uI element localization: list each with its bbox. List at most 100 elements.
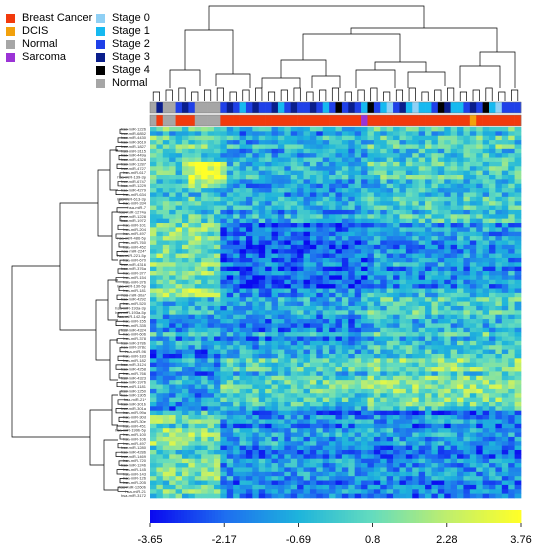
- heatmap-cell: [341, 327, 349, 333]
- heatmap-cell: [412, 375, 420, 381]
- heatmap-cell: [329, 279, 336, 285]
- heatmap-cell: [444, 140, 451, 145]
- heatmap-cell: [412, 367, 420, 372]
- heatmap-cell: [335, 380, 343, 385]
- heatmap-cell: [265, 175, 272, 180]
- heatmap-cell: [226, 214, 234, 220]
- heatmap-cell: [489, 209, 496, 215]
- heatmap-cell: [514, 271, 522, 276]
- heatmap-cell: [367, 406, 375, 412]
- heatmap-cell: [322, 380, 330, 385]
- heatmap-cell: [169, 458, 176, 464]
- heatmap-cell: [476, 436, 483, 442]
- heatmap-cell: [162, 340, 170, 346]
- heatmap-cell: [393, 266, 400, 272]
- stage-annotation-bar: [149, 101, 522, 114]
- heatmap-cell: [482, 257, 490, 263]
- heatmap-cell: [226, 297, 234, 302]
- heatmap-cell: [150, 271, 157, 276]
- heatmap-cell: [297, 423, 304, 429]
- heatmap-cell: [290, 231, 298, 237]
- heatmap-cell: [290, 249, 298, 254]
- heatmap-cell: [514, 336, 522, 342]
- heatmap-cell: [348, 227, 356, 233]
- heatmap-cell: [265, 388, 272, 394]
- heatmap-cell: [239, 471, 247, 477]
- heatmap-cell: [150, 397, 157, 403]
- heatmap-cell: [495, 463, 503, 468]
- heatmap-cell: [213, 353, 221, 359]
- heatmap-cell: [162, 401, 170, 407]
- heatmap-cell: [316, 297, 324, 302]
- heatmap-cell: [265, 275, 272, 281]
- heatmap-cell: [297, 240, 304, 246]
- heatmap-cell: [181, 336, 189, 342]
- heatmap-cell: [361, 336, 368, 342]
- heatmap-cell: [444, 157, 451, 163]
- heatmap-cell: [150, 436, 157, 442]
- heatmap-cell: [361, 436, 368, 442]
- heatmap-cell: [341, 140, 349, 145]
- heatmap-cell: [284, 153, 292, 158]
- heatmap-cell: [341, 332, 349, 337]
- heatmap-cell: [380, 327, 388, 333]
- heatmap-cell: [495, 384, 503, 390]
- heatmap-cell: [213, 257, 221, 263]
- heatmap-cell: [277, 436, 285, 442]
- heatmap-cell: [418, 188, 426, 193]
- heatmap-cell: [252, 275, 260, 281]
- heatmap-cell: [271, 179, 279, 185]
- heatmap-cell: [367, 183, 375, 189]
- heatmap-cell: [258, 231, 266, 237]
- heatmap-cell: [258, 161, 266, 167]
- heatmap-cell: [418, 223, 426, 228]
- heatmap-cell: [316, 196, 324, 202]
- heatmap-cell: [169, 279, 176, 285]
- heatmap-cell: [450, 305, 458, 311]
- heatmap-cell: [393, 419, 400, 425]
- type-cell: [469, 115, 477, 126]
- heatmap-cell: [322, 192, 330, 198]
- heatmap-cell: [265, 188, 272, 193]
- heatmap-cell: [412, 231, 420, 237]
- heatmap-cell: [245, 205, 253, 211]
- heatmap-cell: [373, 266, 381, 272]
- dendrogram-link: [357, 89, 365, 101]
- heatmap-cell: [437, 196, 445, 202]
- heatmap-cell: [437, 148, 445, 154]
- heatmap-cell: [508, 227, 515, 233]
- heatmap-cell: [463, 205, 471, 211]
- heatmap-cell: [207, 279, 215, 285]
- heatmap-cell: [169, 157, 176, 163]
- heatmap-cell: [322, 271, 330, 276]
- heatmap-cell: [418, 297, 426, 302]
- heatmap-cell: [457, 358, 464, 364]
- heatmap-cell: [514, 375, 522, 381]
- heatmap-cell: [508, 131, 515, 137]
- heatmap-cell: [437, 353, 445, 359]
- heatmap-cell: [335, 471, 343, 477]
- heatmap-cell: [393, 432, 400, 438]
- heatmap-cell: [175, 345, 183, 350]
- heatmap-cell: [233, 205, 240, 211]
- heatmap-cell: [303, 244, 311, 250]
- heatmap-cell: [207, 292, 215, 298]
- heatmap-cell: [399, 436, 407, 442]
- heatmap-cell: [271, 218, 279, 224]
- heatmap-cell: [188, 127, 196, 132]
- heatmap-cell: [393, 223, 400, 228]
- heatmap-cell: [220, 201, 228, 206]
- heatmap-cell: [162, 218, 170, 224]
- heatmap-cell: [418, 375, 426, 381]
- heatmap-cell: [457, 332, 464, 337]
- heatmap-cell: [309, 131, 317, 137]
- heatmap-cell: [290, 340, 298, 346]
- heatmap-cell: [341, 279, 349, 285]
- heatmap-cell: [405, 415, 413, 420]
- heatmap-cell: [425, 279, 432, 285]
- heatmap-cell: [265, 332, 272, 337]
- heatmap-cell: [162, 476, 170, 481]
- heatmap-cell: [399, 476, 407, 481]
- heatmap-cell: [271, 231, 279, 237]
- heatmap-cell: [514, 476, 522, 481]
